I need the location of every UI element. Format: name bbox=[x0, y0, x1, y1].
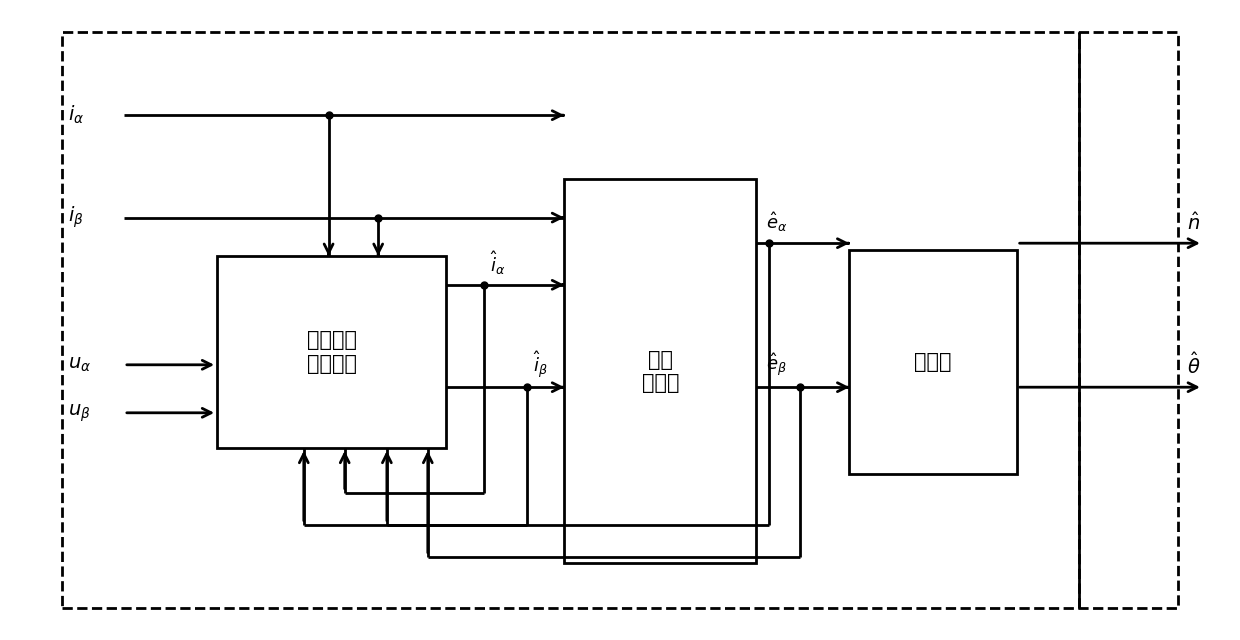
Text: $\hat{i}_{\alpha}$: $\hat{i}_{\alpha}$ bbox=[490, 250, 505, 277]
Text: $u_{\beta}$: $u_{\beta}$ bbox=[68, 402, 91, 424]
Text: 定子电流
误差系统: 定子电流 误差系统 bbox=[306, 330, 357, 374]
FancyBboxPatch shape bbox=[217, 256, 446, 448]
Text: $u_{\alpha}$: $u_{\alpha}$ bbox=[68, 355, 92, 374]
Text: $\hat{n}$: $\hat{n}$ bbox=[1187, 212, 1200, 234]
Text: $\hat{i}_{\beta}$: $\hat{i}_{\beta}$ bbox=[533, 349, 548, 380]
Text: $\hat{e}_{\beta}$: $\hat{e}_{\beta}$ bbox=[766, 351, 787, 378]
Text: $i_{\beta}$: $i_{\beta}$ bbox=[68, 205, 84, 230]
FancyBboxPatch shape bbox=[62, 32, 1178, 608]
Text: $\hat{e}_{\alpha}$: $\hat{e}_{\alpha}$ bbox=[766, 210, 787, 234]
Text: 锁相环: 锁相环 bbox=[914, 351, 952, 372]
Text: $i_{\alpha}$: $i_{\alpha}$ bbox=[68, 104, 84, 126]
Text: 滑模
控制律: 滑模 控制律 bbox=[641, 349, 680, 393]
FancyBboxPatch shape bbox=[849, 250, 1017, 474]
FancyBboxPatch shape bbox=[564, 179, 756, 563]
Text: $\hat{\theta}$: $\hat{\theta}$ bbox=[1187, 351, 1200, 378]
